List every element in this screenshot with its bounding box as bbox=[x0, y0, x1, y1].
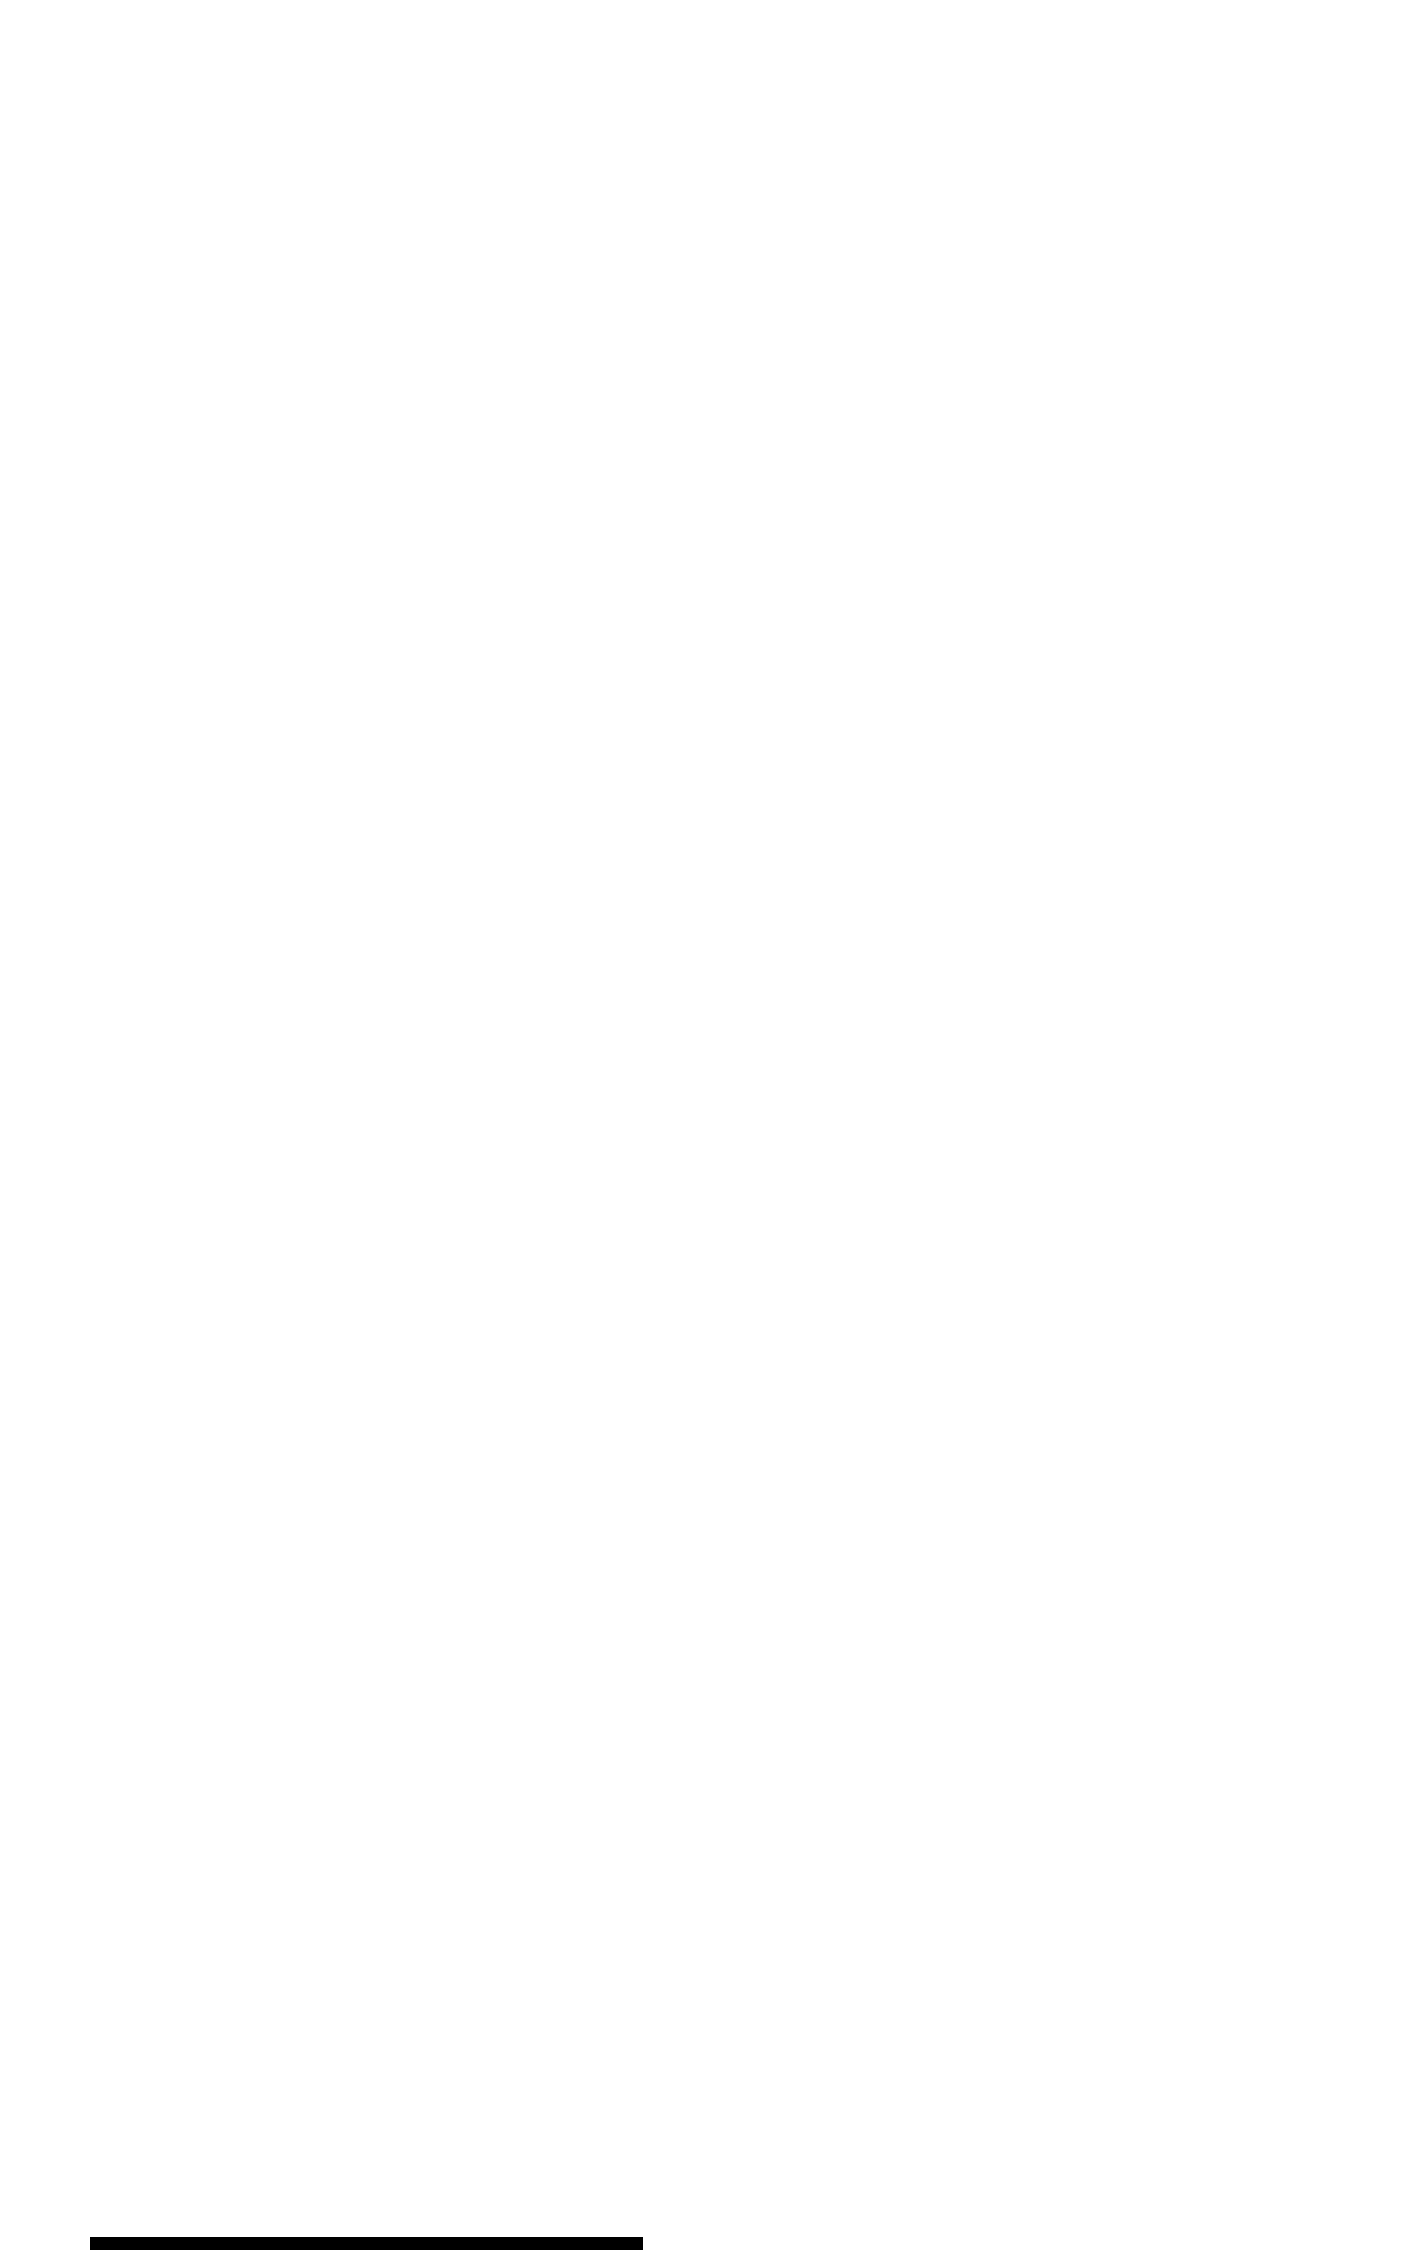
footer-bar bbox=[90, 2237, 643, 2250]
panel2-legend bbox=[1384, 1155, 1405, 1235]
panel1-legend bbox=[1384, 50, 1405, 130]
panel2-elfin-a-info bbox=[20, 1157, 40, 1302]
panel1-elfin-b-info bbox=[20, 752, 40, 897]
panel2-elfin-b-info bbox=[20, 1857, 40, 2002]
panel2-credits bbox=[1382, 2131, 1403, 2250]
panel1-credits bbox=[1382, 1026, 1403, 1161]
panel1-elfin-a-info bbox=[20, 52, 40, 197]
